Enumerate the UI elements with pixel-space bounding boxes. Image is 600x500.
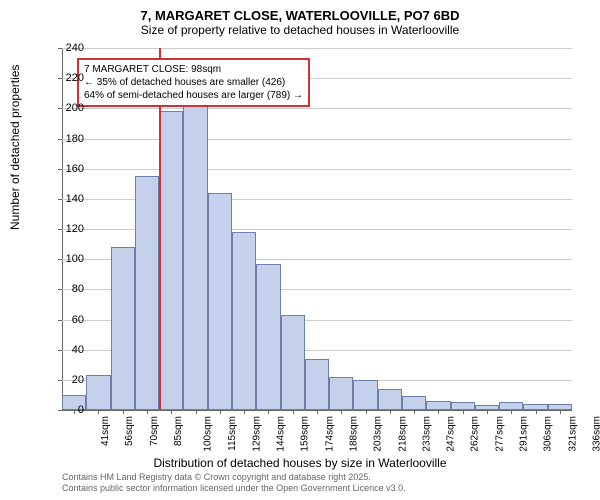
chart-title: 7, MARGARET CLOSE, WATERLOOVILLE, PO7 6B…: [0, 0, 600, 23]
annotation-box: 7 MARGARET CLOSE: 98sqm ← 35% of detache…: [77, 58, 310, 107]
histogram-bar: [499, 402, 523, 410]
x-tick-label: 188sqm: [349, 416, 360, 452]
histogram-bar: [451, 402, 475, 410]
chart-container: 7, MARGARET CLOSE, WATERLOOVILLE, PO7 6B…: [0, 0, 600, 500]
x-tick-label: 100sqm: [203, 416, 214, 452]
x-tick-mark: [196, 410, 197, 414]
histogram-bar: [159, 111, 183, 410]
x-tick-label: 247sqm: [446, 416, 457, 452]
x-tick-label: 218sqm: [397, 416, 408, 452]
x-tick-mark: [317, 410, 318, 414]
y-tick-mark: [58, 380, 62, 381]
attribution: Contains HM Land Registry data © Crown c…: [62, 472, 406, 495]
x-tick-label: 129sqm: [251, 416, 262, 452]
x-tick-mark: [220, 410, 221, 414]
x-tick-label: 233sqm: [421, 416, 432, 452]
x-tick-label: 115sqm: [226, 416, 237, 451]
x-tick-mark: [511, 410, 512, 414]
histogram-bar: [305, 359, 329, 410]
histogram-bar: [426, 401, 450, 410]
x-tick-mark: [171, 410, 172, 414]
attribution-line2: Contains public sector information licen…: [62, 483, 406, 494]
x-tick-label: 203sqm: [373, 416, 384, 452]
x-tick-label: 174sqm: [324, 416, 335, 452]
x-tick-mark: [414, 410, 415, 414]
annotation-line3: 64% of semi-detached houses are larger (…: [84, 89, 303, 102]
x-tick-label: 336sqm: [591, 416, 600, 452]
x-tick-mark: [244, 410, 245, 414]
attribution-line1: Contains HM Land Registry data © Crown c…: [62, 472, 406, 483]
x-tick-label: 70sqm: [149, 416, 160, 446]
histogram-bar: [183, 105, 207, 410]
x-tick-label: 159sqm: [300, 416, 311, 452]
x-tick-mark: [98, 410, 99, 414]
plot-area: 7 MARGARET CLOSE: 98sqm ← 35% of detache…: [62, 48, 572, 410]
x-tick-label: 262sqm: [470, 416, 481, 452]
x-tick-label: 321sqm: [567, 416, 578, 452]
x-tick-mark: [390, 410, 391, 414]
histogram-bar: [208, 193, 232, 410]
x-tick-mark: [293, 410, 294, 414]
histogram-bar: [86, 375, 110, 410]
x-tick-label: 144sqm: [276, 416, 287, 452]
x-tick-mark: [487, 410, 488, 414]
histogram-bar: [256, 264, 280, 410]
x-tick-label: 277sqm: [494, 416, 505, 452]
x-tick-label: 56sqm: [124, 416, 135, 446]
histogram-bar: [135, 176, 159, 410]
y-tick-mark: [58, 259, 62, 260]
y-tick-mark: [58, 78, 62, 79]
chart-subtitle: Size of property relative to detached ho…: [0, 23, 600, 41]
annotation-line2: ← 35% of detached houses are smaller (42…: [84, 76, 303, 89]
x-tick-mark: [560, 410, 561, 414]
y-axis-label: Number of detached properties: [8, 65, 22, 230]
x-tick-label: 291sqm: [519, 416, 530, 452]
histogram-bar: [402, 396, 426, 410]
histogram-bar: [111, 247, 135, 410]
x-tick-label: 41sqm: [100, 416, 111, 446]
x-axis-label: Distribution of detached houses by size …: [0, 456, 600, 470]
y-tick-mark: [58, 48, 62, 49]
y-tick-mark: [58, 199, 62, 200]
histogram-bar: [353, 380, 377, 410]
x-tick-mark: [268, 410, 269, 414]
x-tick-mark: [123, 410, 124, 414]
x-tick-label: 85sqm: [173, 416, 184, 446]
annotation-line1: 7 MARGARET CLOSE: 98sqm: [84, 63, 303, 76]
x-tick-mark: [147, 410, 148, 414]
x-tick-mark: [74, 410, 75, 414]
histogram-bar: [281, 315, 305, 410]
x-tick-mark: [463, 410, 464, 414]
x-tick-mark: [341, 410, 342, 414]
x-tick-mark: [366, 410, 367, 414]
y-tick-mark: [58, 229, 62, 230]
y-tick-mark: [58, 169, 62, 170]
histogram-bar: [378, 389, 402, 410]
y-tick-mark: [58, 108, 62, 109]
y-tick-mark: [58, 289, 62, 290]
y-tick-mark: [58, 320, 62, 321]
x-tick-label: 306sqm: [543, 416, 554, 452]
y-tick-mark: [58, 350, 62, 351]
x-tick-mark: [536, 410, 537, 414]
y-tick-mark: [58, 410, 62, 411]
x-tick-mark: [438, 410, 439, 414]
histogram-bar: [329, 377, 353, 410]
y-tick-mark: [58, 139, 62, 140]
histogram-bar: [232, 232, 256, 410]
